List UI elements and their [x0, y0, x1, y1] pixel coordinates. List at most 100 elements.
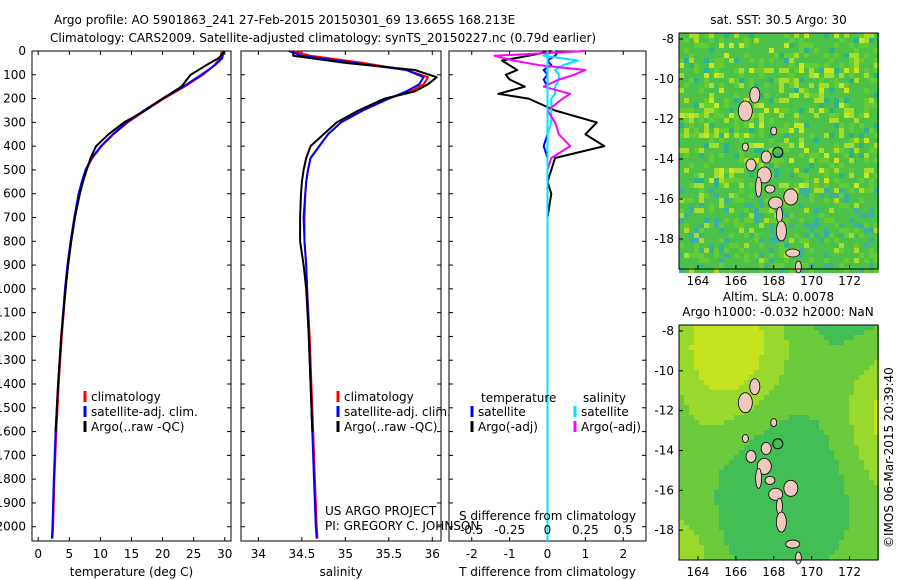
map-cell [739, 118, 744, 123]
map-cell [849, 198, 854, 203]
map-cell [849, 168, 854, 173]
map-cell [714, 510, 719, 515]
map-cell [694, 118, 699, 123]
map-cell [794, 495, 799, 500]
map-cell [844, 335, 849, 340]
map-cell [749, 445, 754, 450]
map-cell [809, 253, 814, 258]
map-cell [729, 208, 734, 213]
map-cell [874, 248, 879, 253]
map-cell [794, 218, 799, 223]
series-line-argo-raw-qc- [54, 50, 226, 432]
map-cell [844, 218, 849, 223]
map-cell [724, 415, 729, 420]
y-tick-label: 200 [3, 92, 26, 106]
map-cell [769, 440, 774, 445]
map-cell [764, 68, 769, 73]
x-tick-label: 168 [762, 565, 785, 579]
map-cell [829, 123, 834, 128]
map-cell [844, 340, 849, 345]
map-cell [714, 203, 719, 208]
map-cell [859, 248, 864, 253]
map-cell [794, 73, 799, 78]
map-cell [829, 460, 834, 465]
map-cell [759, 63, 764, 68]
map-cell [809, 148, 814, 153]
map-cell [814, 520, 819, 525]
map-cell [679, 440, 684, 445]
map-cell [704, 525, 709, 530]
map-cell [854, 490, 859, 495]
map-cell [724, 58, 729, 63]
map-cell [734, 178, 739, 183]
map-cell [749, 345, 754, 350]
map-cell [849, 258, 854, 263]
map-cell [859, 78, 864, 83]
map-cell [734, 123, 739, 128]
map-cell [769, 335, 774, 340]
y-tick-label: 1700 [0, 448, 26, 462]
map-cell [719, 178, 724, 183]
map-cell [739, 375, 744, 380]
map-cell [734, 440, 739, 445]
map-cell [724, 223, 729, 228]
map-cell [854, 48, 859, 53]
map-cell [754, 405, 759, 410]
map-cell [759, 88, 764, 93]
map-cell [734, 83, 739, 88]
map-cell [729, 405, 734, 410]
map-cell [834, 123, 839, 128]
map-cell [874, 213, 879, 218]
map-cell [774, 268, 779, 273]
map-cell [864, 355, 869, 360]
y-tick-label: 1000 [0, 282, 26, 296]
map-cell [864, 420, 869, 425]
map-cell [714, 550, 719, 555]
map-cell [829, 253, 834, 258]
map-cell [739, 128, 744, 133]
map-cell [739, 248, 744, 253]
map-cell [769, 63, 774, 68]
map-cell [704, 238, 709, 243]
map-cell [739, 520, 744, 525]
map-cell [684, 490, 689, 495]
map-cell [824, 385, 829, 390]
map-cell [704, 390, 709, 395]
map-cell [779, 173, 784, 178]
map-cell [704, 490, 709, 495]
map-cell [824, 203, 829, 208]
map-cell [759, 380, 764, 385]
map-cell [704, 365, 709, 370]
map-cell [809, 133, 814, 138]
map-cell [694, 435, 699, 440]
map-cell [839, 73, 844, 78]
map-cell [754, 465, 759, 470]
map-cell [819, 415, 824, 420]
map-cell [834, 505, 839, 510]
map-cell [804, 268, 809, 273]
map-cell [779, 113, 784, 118]
map-cell [869, 203, 874, 208]
map-cell [689, 555, 694, 560]
map-cell [864, 38, 869, 43]
map-cell [779, 68, 784, 73]
map-cell [754, 520, 759, 525]
map-cell [704, 213, 709, 218]
map-cell [719, 38, 724, 43]
map-cell [679, 193, 684, 198]
map-cell [739, 218, 744, 223]
map-cell [754, 370, 759, 375]
map-cell [824, 43, 829, 48]
map-cell [864, 330, 869, 335]
pi-credit: PI: GREGORY C. JOHNSON [325, 519, 479, 533]
map-cell [864, 455, 869, 460]
map-cell [749, 173, 754, 178]
map-cell [774, 253, 779, 258]
map-cell [834, 53, 839, 58]
map-cell [729, 450, 734, 455]
map-cell [859, 440, 864, 445]
map-cell [679, 48, 684, 53]
map-cell [759, 208, 764, 213]
map-cell [834, 233, 839, 238]
map-cell [759, 268, 764, 273]
